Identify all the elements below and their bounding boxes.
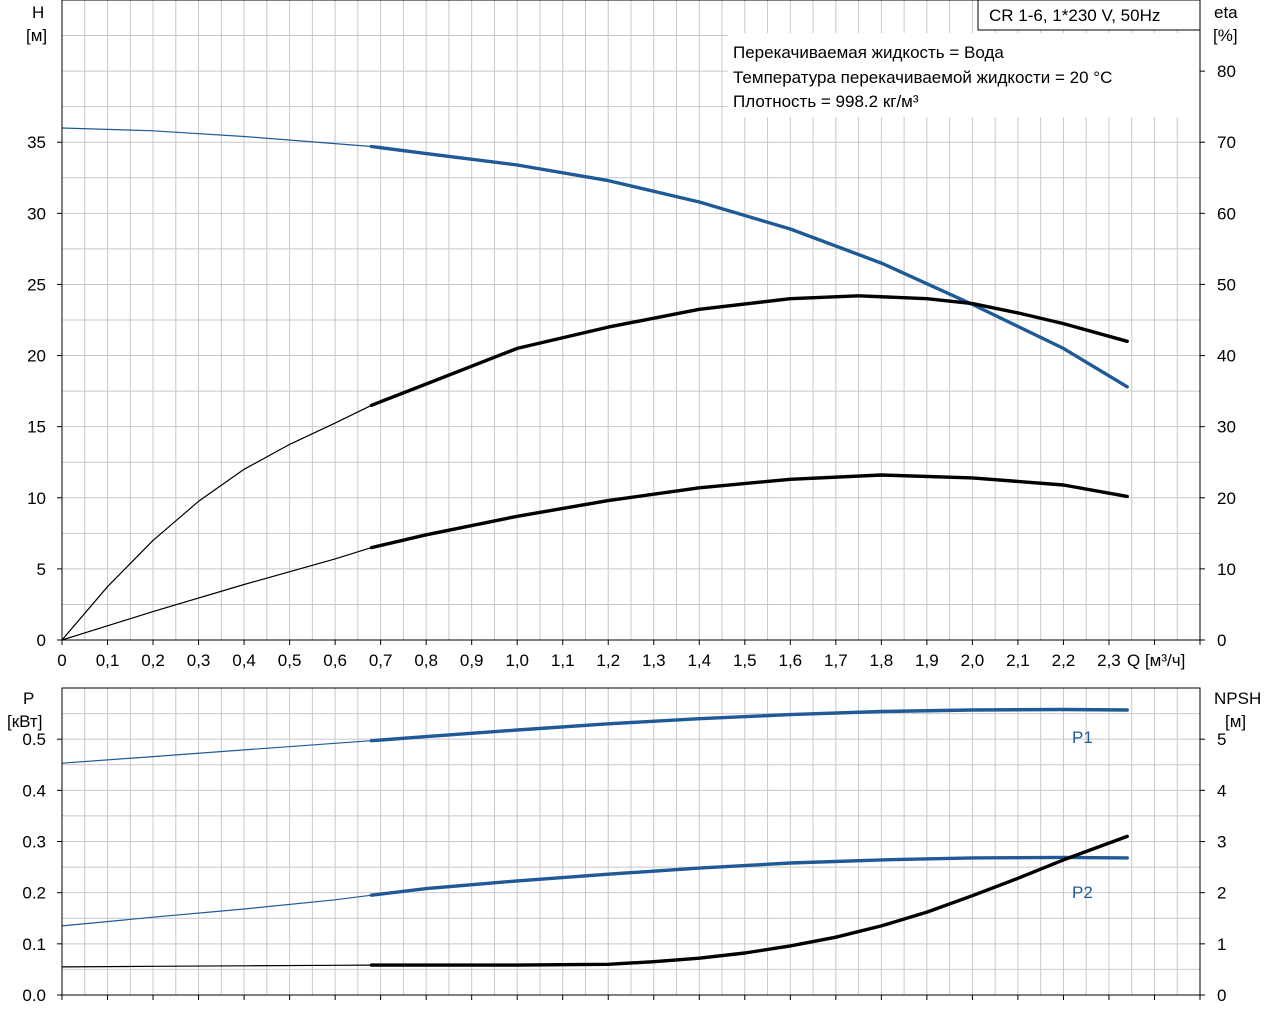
bottom-curves xyxy=(61,707,1129,968)
x-tick-label: 1,3 xyxy=(642,651,666,670)
x-axis-label: Q [м³/ч] xyxy=(1127,651,1185,670)
series-line-duty-1 xyxy=(369,294,1129,407)
y-tick-label: 15 xyxy=(27,418,46,437)
annotation-liquid: Перекачиваемая жидкость = Вода xyxy=(733,43,1004,62)
y-right-tick-label: 30 xyxy=(1217,418,1236,437)
y-tick-label: 0.0 xyxy=(22,986,46,1005)
bottom-grid xyxy=(62,688,1200,995)
series-line-thin-2 xyxy=(61,964,372,968)
series-line-thin-0 xyxy=(61,127,372,148)
x-tick-label: 0,3 xyxy=(187,651,211,670)
series-line-duty-0 xyxy=(369,707,1129,743)
y-tick-label: 0.2 xyxy=(22,884,46,903)
top-axes: 0 5 10 15 20 25 30 35 0 10 20 30 40 50 60 70 80 0 0,1 0,2 0,… xyxy=(27,0,1236,670)
series-line-thin-1 xyxy=(61,894,372,927)
x-tick-label: 0,6 xyxy=(323,651,347,670)
top-curves xyxy=(61,127,1129,641)
series-line-duty-1 xyxy=(369,855,1129,897)
y-right-tick-label: 70 xyxy=(1217,133,1236,152)
y-tick-label: 35 xyxy=(27,133,46,152)
x-tick-label: 1,6 xyxy=(778,651,802,670)
y-axis-unit-h: [м] xyxy=(26,26,47,45)
y-right-tick-label: 3 xyxy=(1217,833,1226,852)
y-right-tick-label: 10 xyxy=(1217,560,1236,579)
series-label-p1: P1 xyxy=(1072,728,1093,747)
x-tick-label: 0,7 xyxy=(369,651,393,670)
x-tick-label: 1,7 xyxy=(824,651,848,670)
y-axis-right-label-npsh: NPSH xyxy=(1214,689,1261,708)
x-tick-label: 0,5 xyxy=(278,651,302,670)
x-tick-label: 1,8 xyxy=(870,651,894,670)
y-tick-label: 10 xyxy=(27,489,46,508)
title-box xyxy=(977,0,1201,31)
y-right-tick-label: 50 xyxy=(1217,275,1236,294)
series-line-thin-1 xyxy=(61,404,372,641)
y-axis-right-unit-eta: [%] xyxy=(1213,26,1238,45)
y-right-tick-label: 80 xyxy=(1217,62,1236,81)
y-axis-unit-p: [кВт] xyxy=(7,712,42,731)
y-right-tick-label: 20 xyxy=(1217,489,1236,508)
y-axis-label-h: H xyxy=(32,3,44,22)
power-npsh-panel: 0.0 0.1 0.2 0.3 0.4 0.5 0 1 2 3 4 5 P [кВт] NPSH [м… xyxy=(7,687,1261,1005)
x-tick-label: 0,4 xyxy=(232,651,256,670)
y-right-tick-label: 0 xyxy=(1217,631,1226,650)
x-tick-label: 2,1 xyxy=(1006,651,1030,670)
y-right-tick-label: 2 xyxy=(1217,884,1226,903)
bottom-axes: 0.0 0.1 0.2 0.3 0.4 0.5 0 1 2 3 4 5 xyxy=(22,687,1226,1005)
x-tick-label: 0,8 xyxy=(414,651,438,670)
annotation-temperature: Температура перекачиваемой жидкости = 20… xyxy=(733,68,1112,87)
series-line-duty-2 xyxy=(369,834,1129,967)
y-right-tick-label: 5 xyxy=(1217,730,1226,749)
head-efficiency-panel: 0 5 10 15 20 25 30 35 0 10 20 30 40 50 60 70 80 0 0,1 0,2 0,… xyxy=(26,0,1238,670)
y-tick-label: 0.4 xyxy=(22,781,46,800)
y-tick-label: 0 xyxy=(37,631,46,650)
x-tick-label: 2,3 xyxy=(1097,651,1121,670)
x-tick-label: 1,4 xyxy=(687,651,711,670)
x-tick-label: 1,2 xyxy=(596,651,620,670)
series-label-p2: P2 xyxy=(1072,883,1093,902)
y-tick-label: 5 xyxy=(37,560,46,579)
x-tick-label: 0,9 xyxy=(460,651,484,670)
y-right-tick-label: 1 xyxy=(1217,935,1226,954)
series-line-duty-2 xyxy=(369,473,1129,550)
y-right-tick-label: 4 xyxy=(1217,781,1226,800)
annotation-density: Плотность = 998.2 кг/м³ xyxy=(733,92,919,111)
y-tick-label: 30 xyxy=(27,204,46,223)
x-tick-label: 1,9 xyxy=(915,651,939,670)
x-tick-label: 1,0 xyxy=(505,651,529,670)
x-tick-label: 2,0 xyxy=(961,651,985,670)
chart-title: CR 1-6, 1*230 V, 50Hz xyxy=(989,6,1160,25)
x-tick-label: 2,2 xyxy=(1052,651,1076,670)
x-tick-label: 0 xyxy=(57,651,66,670)
top-grid xyxy=(62,0,1200,640)
y-tick-label: 25 xyxy=(27,275,46,294)
y-axis-right-label-eta: eta xyxy=(1214,3,1238,22)
y-right-tick-label: 0 xyxy=(1217,986,1226,1005)
y-tick-label: 0.3 xyxy=(22,833,46,852)
y-right-tick-label: 40 xyxy=(1217,347,1236,366)
x-tick-label: 1,5 xyxy=(733,651,757,670)
y-axis-right-unit-npsh: [м] xyxy=(1225,712,1246,731)
y-right-tick-label: 60 xyxy=(1217,204,1236,223)
series-line-duty-0 xyxy=(369,144,1129,389)
series-line-thin-2 xyxy=(61,547,372,641)
series-line-thin-0 xyxy=(61,740,372,764)
y-axis-label-p: P xyxy=(23,689,34,708)
y-tick-label: 0.1 xyxy=(22,935,46,954)
x-tick-label: 0,2 xyxy=(141,651,165,670)
info-box xyxy=(728,33,1199,117)
plot-frame xyxy=(61,0,1201,641)
y-tick-label: 20 xyxy=(27,347,46,366)
y-tick-label: 0.5 xyxy=(22,730,46,749)
x-tick-label: 0,1 xyxy=(96,651,120,670)
x-tick-label: 1,1 xyxy=(551,651,575,670)
